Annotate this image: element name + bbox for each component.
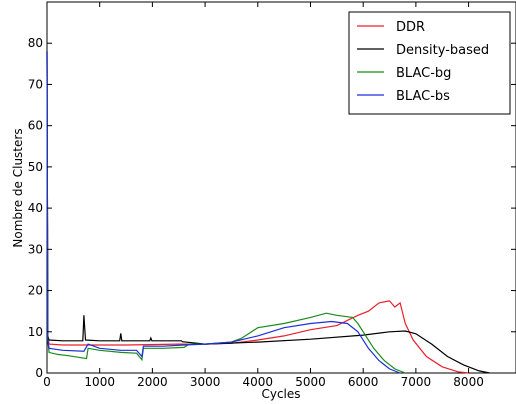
legend-label: Density-based — [396, 43, 489, 58]
y-tick-label: 0 — [35, 366, 43, 380]
y-tick-label: 20 — [28, 284, 43, 298]
legend: DDR Density-based BLAC-bg BLAC-bs — [348, 11, 511, 115]
x-tick-label: 6000 — [348, 375, 379, 389]
x-tick-label: 2000 — [137, 375, 168, 389]
legend-label: DDR — [396, 20, 425, 35]
x-tick-label: 8000 — [453, 375, 484, 389]
y-tick-label: 50 — [28, 160, 43, 174]
y-tick-label: 60 — [28, 119, 43, 133]
x-tick-label: 7000 — [401, 375, 432, 389]
x-axis-title: Cycles — [261, 387, 300, 401]
y-tick-label: 40 — [28, 201, 43, 215]
series-line-1 — [46, 51, 490, 374]
legend-box — [348, 11, 511, 115]
x-tick-label: 5000 — [295, 375, 326, 389]
x-tick-label: 4000 — [243, 375, 274, 389]
series-line-3 — [46, 51, 401, 374]
y-axis-title: Nombre de Clusters — [11, 128, 25, 247]
series-layer — [46, 51, 490, 374]
y-tick-label: 10 — [28, 325, 43, 339]
x-tick-label: 0 — [43, 375, 51, 389]
y-tick-label: 30 — [28, 242, 43, 256]
x-tick-label: 3000 — [190, 375, 221, 389]
ticks-layer: 0 1000 2000 3000 4000 5000 6000 7000 8000 0 10 20 30… — [28, 2, 516, 389]
y-tick-label: 70 — [28, 77, 43, 91]
x-tick-label: 1000 — [84, 375, 115, 389]
legend-label: BLAC-bg — [396, 66, 451, 81]
legend-label: BLAC-bs — [396, 89, 450, 104]
series-line-2 — [46, 51, 406, 374]
y-tick-label: 80 — [28, 36, 43, 50]
